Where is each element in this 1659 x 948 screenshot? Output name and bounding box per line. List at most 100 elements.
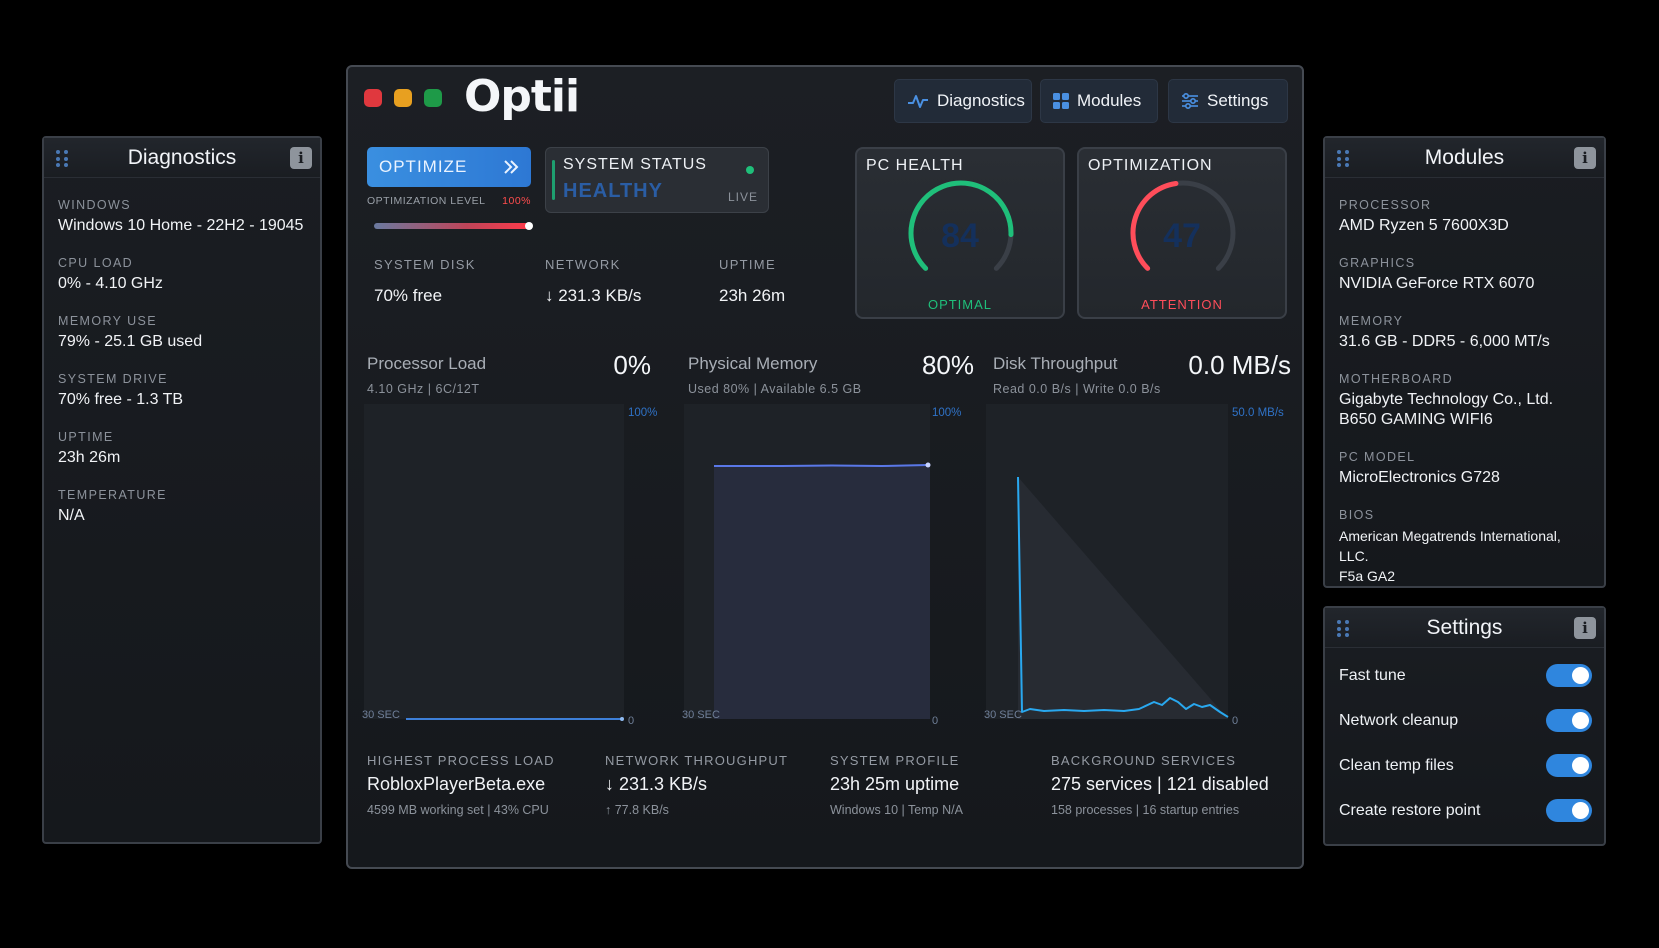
module-label-processor: PROCESSOR [1339,198,1432,212]
module-label-graphics: GRAPHICS [1339,256,1416,270]
diag-label-drive: SYSTEM DRIVE [58,372,168,386]
diagnostics-panel-title: Diagnostics [127,145,237,169]
live-label: LIVE [727,190,758,204]
chart-time-label: 30 SEC [682,709,720,721]
footer-label: SYSTEM PROFILE [830,753,960,768]
stat-uptime: UPTIME 23h 26m [719,257,785,306]
chart-title: Physical Memory [688,354,818,373]
setting-label: Clean temp files [1339,756,1454,774]
optimize-button[interactable]: OPTIMIZE [367,147,531,187]
info-icon[interactable]: i [1574,617,1596,639]
system-status-value: HEALTHY [563,180,663,202]
pc-health-gauge [908,180,1014,271]
modules-panel: Modules i PROCESSOR AMD Ryzen 5 7600X3D … [1323,136,1606,588]
module-value-memory: 31.6 GB - DDR5 - 6,000 MT/s [1339,333,1550,350]
diag-label-uptime: UPTIME [58,430,114,444]
chart-subtitle: Used 80% | Available 6.5 GB [688,382,862,396]
chart-title: Disk Throughput [993,354,1118,373]
optimization-level-value: 100% [502,195,531,207]
optimization-level: OPTIMIZATION LEVEL 100% [367,195,531,207]
chart-zero-label: 0 [628,715,634,727]
diagnostics-panel-header[interactable]: Diagnostics i [44,138,320,178]
nav-diagnostics-button[interactable]: Diagnostics [894,79,1032,123]
pulse-icon [908,95,928,108]
footer-background-services: BACKGROUND SERVICES 275 services | 121 d… [1051,753,1269,817]
module-value-pc-model: MicroElectronics G728 [1339,469,1500,486]
drag-handle-icon[interactable] [1337,620,1349,638]
setting-label: Create restore point [1339,801,1481,819]
footer-sub: 158 processes | 16 startup entries [1051,803,1240,817]
disk-area-fill [1018,477,1228,719]
nav-diagnostics-label: Diagnostics [937,91,1025,110]
optimization-level-bar [374,222,533,230]
stat-label: NETWORK [545,257,621,272]
info-icon[interactable]: i [1574,147,1596,169]
diag-value-temperature: N/A [58,507,85,524]
chart-time-label: 30 SEC [362,709,400,721]
grid-icon [1053,93,1069,109]
footer-network-throughput: NETWORK THROUGHPUT ↓ 231.3 KB/s ↑ 77.8 K… [605,753,788,817]
chart-zero-label: 0 [932,715,938,727]
stat-system-disk: SYSTEM DISK 70% free [374,257,476,306]
modules-panel-header[interactable]: Modules i [1325,138,1604,178]
info-icon[interactable]: i [290,147,312,169]
diagnostics-panel: Diagnostics i WINDOWS Windows 10 Home - … [42,136,322,844]
modules-list: PROCESSOR AMD Ryzen 5 7600X3D GRAPHICS N… [1325,198,1604,586]
nav-settings-button[interactable]: Settings [1168,79,1288,123]
settings-panel-header[interactable]: Settings i [1325,608,1604,648]
fast-tune-toggle[interactable] [1546,664,1592,687]
setting-create-restore-point: Create restore point [1325,788,1604,833]
module-value-processor: AMD Ryzen 5 7600X3D [1339,217,1509,234]
double-chevron-right-icon [504,160,519,174]
chart-zero-label: 0 [1232,715,1238,727]
create-restore-point-toggle[interactable] [1546,799,1592,822]
module-label-bios: BIOS [1339,508,1375,522]
module-label-pc-model: PC MODEL [1339,450,1416,464]
footer-highest-process: HIGHEST PROCESS LOAD RobloxPlayerBeta.ex… [367,753,555,817]
chart-max-label: 100% [628,407,657,419]
chart-time-label: 30 SEC [984,709,1022,721]
diag-label-temperature: TEMPERATURE [58,488,167,502]
footer-system-profile: SYSTEM PROFILE 23h 25m uptime Windows 10… [830,753,963,817]
diag-label-memory: MEMORY USE [58,314,157,328]
footer-label: HIGHEST PROCESS LOAD [367,753,555,768]
drag-handle-icon[interactable] [56,150,68,168]
processor-load-chart: 100% 30 SEC 0 [362,404,657,727]
diag-value-memory: 79% - 25.1 GB used [58,333,203,350]
optimization-gauge [1130,180,1236,271]
pc-health-status: OPTIMAL [927,297,993,312]
diag-value-drive: 70% free - 1.3 TB [58,391,184,408]
system-status-title: SYSTEM STATUS [563,156,707,173]
stat-network: NETWORK ↓ 231.3 KB/s [545,257,641,306]
footer-value: RobloxPlayerBeta.exe [367,774,546,794]
stat-value: ↓ 231.3 KB/s [545,286,642,305]
nav-modules-button[interactable]: Modules [1040,79,1158,123]
status-accent-bar [552,160,555,200]
disk-throughput-header: Disk Throughput Read 0.0 B/s | Write 0.0… [993,350,1291,396]
module-value-graphics: NVIDIA GeForce RTX 6070 [1339,275,1535,292]
diagnostics-list: WINDOWS Windows 10 Home - 22H2 - 19045 C… [44,198,320,526]
stat-value: 70% free [374,286,443,305]
setting-fast-tune: Fast tune [1325,653,1604,698]
disk-throughput-chart: 50.0 MB/s 30 SEC 0 [984,404,1284,727]
maximize-window-button[interactable] [424,89,442,107]
diag-label-windows: WINDOWS [58,198,131,212]
setting-clean-temp-files: Clean temp files [1325,743,1604,788]
chart-title: Processor Load [367,354,487,373]
minimize-window-button[interactable] [394,89,412,107]
processor-load-header: Processor Load 4.10 GHz | 6C/12T 0% [367,350,665,396]
close-window-button[interactable] [364,89,382,107]
clean-temp-files-toggle[interactable] [1546,754,1592,777]
module-value-motherboard-model: B650 GAMING WIFI6 [1339,411,1493,428]
chart-subtitle: Read 0.0 B/s | Write 0.0 B/s [993,382,1161,396]
footer-label: NETWORK THROUGHPUT [605,753,789,768]
drag-handle-icon[interactable] [1337,150,1349,168]
settings-list: Fast tune Network cleanup Clean temp fil… [1325,648,1604,833]
chart-current-value: 0% [613,350,651,380]
footer-label: BACKGROUND SERVICES [1051,753,1237,768]
live-indicator-icon [746,166,754,174]
physical-memory-line [714,464,929,468]
disk-throughput-line [1017,476,1229,718]
module-label-memory: MEMORY [1339,314,1404,328]
network-cleanup-toggle[interactable] [1546,709,1592,732]
